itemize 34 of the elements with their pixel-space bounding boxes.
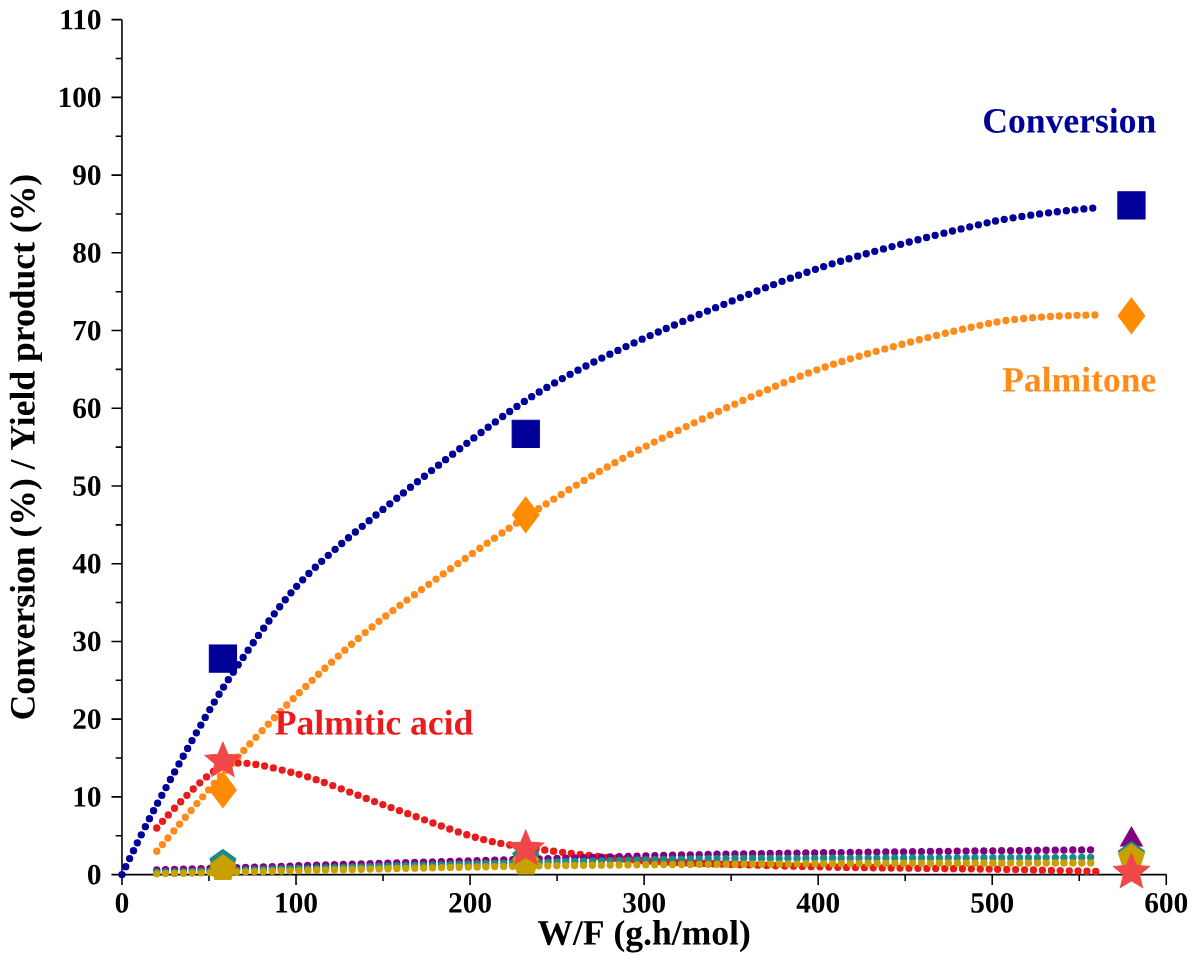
x-tick-label: 100 — [276, 892, 317, 913]
y-tick-label: 90 — [73, 165, 101, 185]
annotation: Conversion — [984, 107, 1156, 133]
y-tick-label: 110 — [61, 9, 101, 30]
annotation: Palmitone — [1002, 366, 1156, 392]
y-tick-label: 70 — [73, 320, 101, 341]
x-tick-label: 400 — [796, 892, 840, 913]
point — [511, 419, 540, 448]
x-tick-label: 200 — [449, 892, 491, 913]
y-tick-label: 30 — [73, 631, 101, 652]
point — [204, 741, 242, 777]
point — [1117, 191, 1146, 220]
y-tick-label: 100 — [59, 87, 101, 108]
y-tick-label: 40 — [72, 553, 101, 574]
point — [208, 644, 238, 673]
point — [209, 771, 237, 809]
y-tick-label: 20 — [73, 709, 101, 729]
y-tick-label: 0 — [87, 864, 101, 885]
x-tick-label: 300 — [623, 892, 665, 913]
point — [507, 829, 545, 865]
point — [1117, 297, 1146, 334]
point — [209, 854, 237, 880]
y-tick-label: 50 — [73, 476, 101, 496]
x-tick-label: 600 — [1145, 892, 1188, 913]
x-tick-label: 0 — [115, 892, 129, 913]
y-tick-label: 80 — [73, 242, 101, 263]
y-tick-label: 10 — [74, 786, 101, 807]
y-axis-title: Conversion (%) / Yield product (%) — [9, 175, 43, 719]
x-tick-label: 500 — [971, 892, 1014, 913]
annotation: Palmitic acid — [275, 709, 473, 735]
point — [1113, 852, 1150, 888]
point — [511, 496, 540, 533]
x-axis-title: W/F (g.h/mol) — [537, 919, 750, 953]
y-tick-label: 60 — [73, 398, 101, 419]
